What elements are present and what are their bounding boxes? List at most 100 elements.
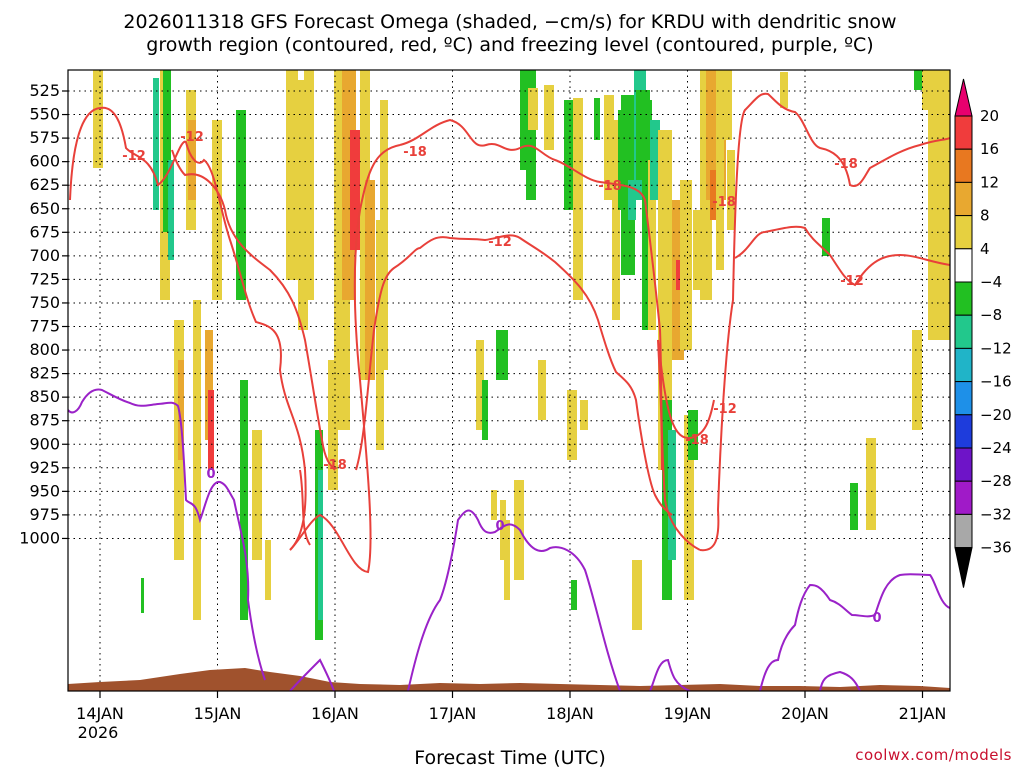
- dgz-contour-line: [355, 234, 673, 516]
- y-tick-label: 825: [29, 364, 60, 383]
- y-axis-ticks: 525 550 575 600 625 650 675 700 725 750 775 800 825 8…: [19, 81, 68, 547]
- freezing-level-contour-label: 0: [206, 467, 215, 482]
- y-tick-label: 950: [29, 481, 60, 500]
- y-tick-label: 750: [29, 293, 60, 312]
- colorbar-label: 4: [980, 240, 990, 258]
- chart-title: 2026011318 GFS Forecast Omega (shaded, −…: [123, 11, 896, 33]
- plot-area: -12 -12 -18 -18 -12 -18 -18 -12 -18 -18 -12 0 0 0: [67, 69, 951, 692]
- colorbar-swatch: [954, 414, 973, 449]
- colorbar-label: −8: [980, 306, 1002, 324]
- dgz-contour-line: [734, 225, 950, 287]
- omega-shade-cell: [912, 330, 922, 430]
- omega-shade-cell: [141, 578, 144, 613]
- y-tick-label: 675: [29, 222, 60, 241]
- dgz-contour-line: [657, 339, 715, 471]
- colorbar-swatch: [954, 115, 973, 150]
- omega-shade-cell: [318, 470, 323, 620]
- omega-shade-cell: [212, 120, 222, 300]
- y-tick-label: 550: [29, 105, 60, 124]
- omega-shade-cell: [604, 95, 614, 200]
- dgz-contours: -12 -12 -18 -18 -12 -18 -18 -12 -18 -18 -12: [69, 92, 950, 574]
- omega-shade-cell: [780, 72, 788, 108]
- dgz-contour-line: [699, 92, 950, 552]
- dgz-contour-label: -18: [712, 195, 736, 210]
- colorbar-top-arrow: [954, 78, 973, 117]
- x-tick-label: 19JAN: [664, 704, 712, 723]
- x-tick-label: 20JAN: [781, 704, 829, 723]
- freezing-level-contour-line: [289, 658, 335, 691]
- omega-shade-cell: [208, 390, 214, 470]
- y-tick-label: 525: [29, 81, 60, 100]
- omega-shade-cell: [476, 340, 484, 430]
- omega-shade-cell: [286, 70, 298, 280]
- omega-shade-cell: [866, 438, 876, 530]
- omega-shade-cell: [365, 180, 375, 380]
- dgz-contour-label: -12: [840, 274, 864, 289]
- x-tick-label: 17JAN: [429, 704, 477, 723]
- y-tick-label: 925: [29, 458, 60, 477]
- omega-shade-cell: [567, 390, 577, 460]
- omega-shade-cell: [265, 540, 271, 600]
- freezing-level-contour-line: [819, 670, 861, 691]
- y-tick-label: 1000: [19, 528, 60, 547]
- omega-shade-cell: [500, 500, 506, 560]
- dgz-contour-label: -18: [403, 145, 427, 160]
- omega-shade-cell: [612, 120, 620, 320]
- dgz-contour-label: -12: [488, 235, 512, 250]
- colorbar-swatch: [954, 314, 973, 349]
- colorbar-label: −32: [980, 505, 1012, 523]
- omega-shade-cell: [188, 120, 196, 200]
- x-tick-label: 15JAN: [194, 704, 242, 723]
- colorbar-label: 16: [980, 140, 999, 158]
- omega-shade-cell: [236, 110, 246, 300]
- dgz-contour-label: -18: [834, 157, 858, 172]
- omega-shade-cell: [168, 160, 174, 260]
- omega-shade-cell: [482, 380, 488, 440]
- dgz-contour-line: [289, 144, 401, 574]
- freezing-level-contour-label: 0: [495, 519, 504, 534]
- omega-shade-cell: [544, 85, 554, 150]
- omega-shade-cell: [680, 180, 692, 350]
- colorbar-label: −36: [980, 539, 1012, 557]
- omega-shade-cell: [668, 430, 676, 560]
- omega-shade-cell: [684, 415, 694, 600]
- omega-shade-cell: [850, 483, 858, 530]
- x-tick-year: 2026: [78, 723, 119, 742]
- dgz-contour-line: [299, 469, 311, 546]
- y-tick-label: 975: [29, 505, 60, 524]
- omega-shade-cell: [538, 360, 546, 420]
- omega-shade-cell: [496, 330, 508, 380]
- colorbar-label: −16: [980, 373, 1012, 391]
- colorbar-swatch: [954, 215, 973, 250]
- omega-shade-cell: [693, 210, 703, 290]
- colorbar-label: −20: [980, 406, 1012, 424]
- omega-shade-cell: [710, 170, 718, 220]
- dgz-contour-label: -18: [598, 179, 622, 194]
- omega-shade-cell: [178, 360, 184, 460]
- dgz-contour-label: -12: [122, 149, 146, 164]
- dgz-contour-label: -12: [713, 402, 737, 417]
- freezing-level-contour-line: [759, 573, 950, 691]
- terrain-area: [68, 668, 950, 691]
- omega-shade-cell: [650, 120, 660, 200]
- y-tick-label: 600: [29, 152, 60, 171]
- omega-shade-cell: [380, 100, 388, 370]
- omega-shade-cell: [520, 70, 530, 170]
- x-axis-ticks: 14JAN 15JAN 16JAN 17JAN 18JAN 19JAN 20JAN 21JAN: [76, 691, 946, 723]
- omega-shade-cell: [580, 400, 588, 430]
- colorbar-label: −12: [980, 339, 1012, 357]
- colorbar-label: −24: [980, 439, 1012, 457]
- y-tick-label: 700: [29, 246, 60, 265]
- omega-shade-cell: [240, 380, 248, 620]
- omega-shade-cell: [922, 70, 932, 110]
- omega-shade-cell: [205, 330, 213, 440]
- colorbar-swatch: [954, 447, 973, 482]
- omega-shade-cell: [504, 520, 510, 600]
- omega-shade-cell: [163, 70, 171, 232]
- plot-frame: [67, 69, 951, 692]
- y-tick-label: 875: [29, 411, 60, 430]
- freezing-level-contour-line: [407, 509, 621, 691]
- colorbar-label: 12: [980, 173, 999, 191]
- omega-shade-cell: [928, 70, 950, 340]
